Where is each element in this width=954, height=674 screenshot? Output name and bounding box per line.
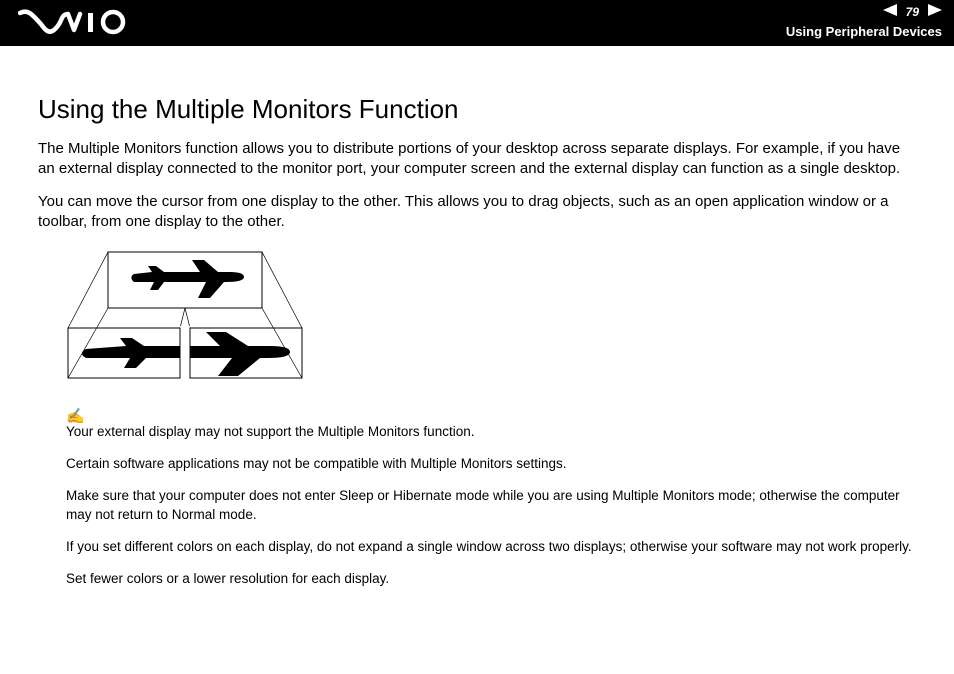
note-5: Set fewer colors or a lower resolution f…	[66, 570, 916, 588]
prev-page-arrow[interactable]	[883, 4, 897, 19]
page-heading: Using the Multiple Monitors Function	[38, 94, 916, 125]
monitors-diagram	[66, 250, 916, 387]
page-number: 79	[900, 5, 925, 19]
header-bar: 79 Using Peripheral Devices	[0, 0, 954, 46]
vaio-logo	[18, 8, 128, 41]
paragraph-1: The Multiple Monitors function allows yo…	[38, 139, 916, 180]
page-navigation: 79	[883, 4, 942, 19]
next-page-arrow[interactable]	[928, 4, 942, 19]
note-3: Make sure that your computer does not en…	[66, 487, 916, 523]
note-1: Your external display may not support th…	[66, 423, 916, 441]
section-title: Using Peripheral Devices	[786, 24, 942, 39]
paragraph-2: You can move the cursor from one display…	[38, 192, 916, 233]
note-2: Certain software applications may not be…	[66, 455, 916, 473]
page-content: Using the Multiple Monitors Function The…	[0, 46, 954, 588]
note-4: If you set different colors on each disp…	[66, 538, 916, 556]
